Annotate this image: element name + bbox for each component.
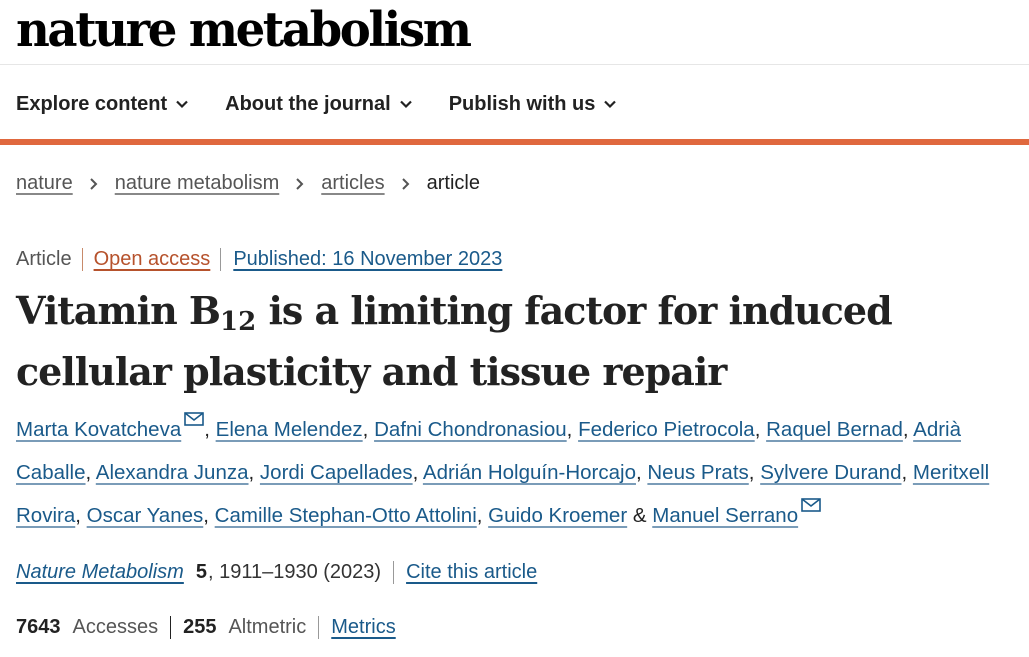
nav-about-journal[interactable]: About the journal (225, 93, 413, 116)
author-link[interactable]: Alexandra Junza (95, 461, 249, 484)
author-link[interactable]: Manuel Serrano (652, 504, 799, 527)
author-link[interactable]: Adrià Caballe (16, 418, 961, 484)
breadcrumb-nature[interactable]: nature (16, 172, 73, 194)
author-separator: , (476, 504, 489, 527)
author-link[interactable]: Jordi Capellades (259, 461, 413, 484)
altmetric-label: Altmetric (228, 616, 320, 639)
article-meta: Article Open access Published: 16 Novemb… (16, 248, 502, 271)
chevron-down-icon (604, 100, 617, 109)
author-list: Marta Kovatcheva, Elena Melendez, Dafni … (16, 408, 1021, 537)
author-link[interactable]: Camille Stephan-Otto Attolini (214, 504, 477, 527)
altmetric-score: 255 (183, 616, 217, 638)
article-title: Vitamin B12 is a limiting factor for ind… (16, 286, 1016, 396)
nav-label: About the journal (225, 92, 391, 115)
accent-bar (0, 139, 1029, 145)
article-type: Article (16, 248, 83, 271)
author-link[interactable]: Raquel Bernad (766, 418, 903, 441)
chevron-down-icon (176, 100, 188, 109)
journal-logo[interactable]: nature metabolism (16, 2, 472, 58)
breadcrumb-current: article (426, 172, 480, 194)
title-part: Vitamin B (16, 288, 221, 333)
author-separator: , (75, 504, 87, 527)
metrics-link[interactable]: Metrics (331, 616, 396, 638)
nav-label: Explore content (16, 92, 168, 115)
citation-line: Nature Metabolism 5 , 1911–1930 (2023) C… (16, 561, 537, 584)
author-link[interactable]: Federico Pietrocola (578, 418, 755, 441)
main-nav: Explore content About the journal Publis… (16, 86, 653, 122)
chevron-down-icon (399, 100, 412, 109)
mail-icon[interactable] (801, 498, 821, 512)
author-separator: , (362, 418, 375, 441)
masthead-divider (0, 64, 1029, 65)
author-separator: , (754, 418, 767, 441)
author-link[interactable]: Guido Kroemer (488, 504, 628, 527)
author-link[interactable]: Dafni Chondronasiou (374, 418, 567, 441)
masthead: nature metabolism (16, 2, 484, 62)
pages-year: , 1911–1930 (2023) (208, 561, 395, 584)
author-separator: , (566, 418, 579, 441)
mail-icon[interactable] (184, 412, 205, 426)
accesses-count: 7643 (16, 616, 61, 638)
chevron-right-icon (296, 177, 304, 190)
author-link[interactable]: Neus Prats (647, 461, 749, 484)
chevron-right-icon (401, 177, 410, 190)
volume-number: 5 (195, 561, 207, 583)
author-link[interactable]: Adrián Holguín-Horcajo (422, 461, 636, 484)
journal-link[interactable]: Nature Metabolism (16, 561, 184, 583)
author-separator: , (85, 461, 96, 484)
cite-this-article-link[interactable]: Cite this article (406, 561, 538, 583)
nav-explore-content[interactable]: Explore content (16, 93, 189, 116)
author-separator: , (248, 461, 260, 484)
author-link[interactable]: Sylvere Durand (760, 461, 902, 484)
nav-label: Publish with us (448, 92, 596, 115)
author-separator: & (627, 504, 653, 527)
altmetric-metric: 255 Altmetric (183, 616, 320, 639)
author-separator: , (901, 461, 913, 484)
author-separator: , (748, 461, 761, 484)
title-subscript: 12 (220, 307, 257, 337)
author-separator: , (412, 461, 423, 484)
author-link[interactable]: Marta Kovatcheva (16, 418, 182, 441)
author-link[interactable]: Meritxell Rovira (16, 461, 990, 527)
accesses-label: Accesses (73, 616, 172, 639)
breadcrumb: nature nature metabolism articles articl… (16, 172, 480, 195)
author-separator: , (902, 418, 914, 441)
breadcrumb-nature-metabolism[interactable]: nature metabolism (114, 172, 280, 194)
published-date-link[interactable]: Published: 16 November 2023 (233, 248, 503, 270)
author-separator: , (204, 418, 216, 441)
accesses-metric: 7643 Accesses (16, 616, 172, 639)
open-access-link[interactable]: Open access (83, 248, 222, 271)
title-part: is a limiting factor for induced cellula… (16, 288, 893, 394)
breadcrumb-articles[interactable]: articles (321, 172, 385, 194)
nav-publish-with-us[interactable]: Publish with us (449, 93, 618, 116)
author-separator: , (203, 504, 215, 527)
author-link[interactable]: Elena Melendez (215, 418, 363, 441)
author-separator: , (635, 461, 648, 484)
metrics-bar: 7643 Accesses 255 Altmetric Metrics (16, 616, 396, 639)
chevron-right-icon (90, 177, 98, 190)
author-link[interactable]: Oscar Yanes (86, 504, 204, 527)
